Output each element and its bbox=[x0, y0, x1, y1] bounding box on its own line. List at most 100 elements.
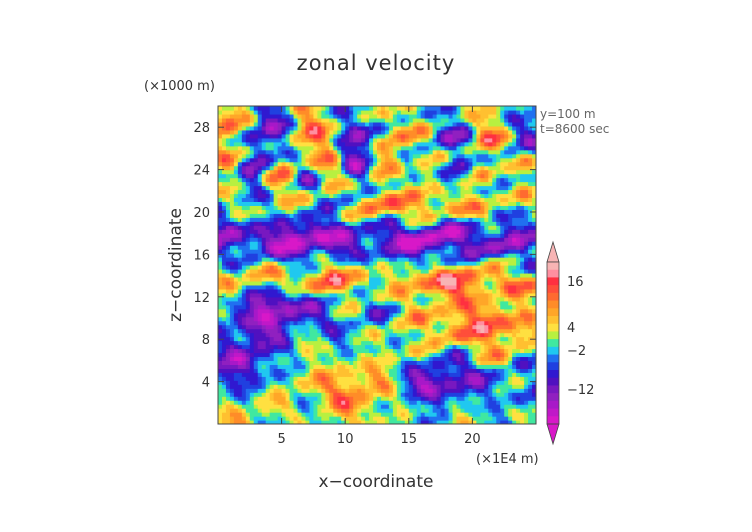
heatmap-cell bbox=[448, 296, 454, 302]
heatmap-cell bbox=[484, 237, 489, 242]
heatmap-cell bbox=[269, 229, 275, 234]
heatmap-cell bbox=[480, 352, 485, 358]
heatmap-cell bbox=[285, 360, 291, 365]
heatmap-cell bbox=[388, 221, 394, 226]
heatmap-cell bbox=[313, 225, 318, 230]
heatmap-cell bbox=[225, 332, 231, 338]
heatmap-cell bbox=[257, 332, 263, 338]
heatmap-cell bbox=[245, 217, 251, 222]
heatmap-cell bbox=[301, 272, 307, 278]
heatmap-cell bbox=[492, 292, 497, 298]
heatmap-cell bbox=[257, 380, 263, 385]
heatmap-cell bbox=[253, 404, 259, 409]
heatmap-cell bbox=[305, 229, 311, 234]
heatmap-cell bbox=[253, 380, 259, 385]
heatmap-cell bbox=[464, 368, 470, 373]
heatmap-cell bbox=[512, 292, 517, 298]
heatmap-cell bbox=[293, 221, 299, 226]
heatmap-cell bbox=[440, 233, 446, 238]
heatmap-cell bbox=[424, 332, 430, 338]
heatmap-cell bbox=[504, 332, 509, 338]
heatmap-cell bbox=[412, 241, 418, 246]
heatmap-cell bbox=[396, 225, 402, 230]
heatmap-cell bbox=[488, 185, 493, 191]
heatmap-cell bbox=[532, 368, 536, 373]
heatmap-cell bbox=[500, 229, 505, 234]
heatmap-cell bbox=[396, 416, 402, 421]
heatmap-cell bbox=[428, 201, 434, 206]
heatmap-cell bbox=[345, 237, 350, 242]
heatmap-cell bbox=[241, 221, 247, 226]
heatmap-cell bbox=[412, 308, 418, 314]
heatmap-cell bbox=[365, 324, 370, 330]
heatmap-cell bbox=[436, 241, 442, 246]
heatmap-cell bbox=[480, 257, 485, 262]
heatmap-cell bbox=[408, 221, 414, 226]
heatmap-cell bbox=[436, 205, 442, 210]
heatmap-cell bbox=[476, 348, 481, 354]
heatmap-cell bbox=[468, 364, 473, 369]
heatmap-cell bbox=[277, 372, 283, 377]
heatmap-cell bbox=[293, 404, 299, 409]
heatmap-cell bbox=[341, 177, 346, 183]
heatmap-cell bbox=[221, 181, 227, 187]
heatmap-cell bbox=[333, 177, 338, 183]
heatmap-cell bbox=[341, 193, 346, 199]
heatmap-cell bbox=[301, 316, 307, 322]
heatmap-cell bbox=[301, 201, 307, 206]
heatmap-cell bbox=[528, 348, 533, 354]
heatmap-cell bbox=[241, 257, 247, 262]
heatmap-cell bbox=[337, 348, 342, 354]
heatmap-cell bbox=[388, 300, 394, 306]
heatmap-cell bbox=[345, 272, 350, 278]
heatmap-cell bbox=[369, 396, 374, 401]
heatmap-cell bbox=[380, 217, 386, 222]
heatmap-cell bbox=[412, 249, 418, 254]
heatmap-cell bbox=[476, 328, 481, 334]
heatmap-cell bbox=[289, 324, 295, 330]
heatmap-cell bbox=[444, 257, 450, 262]
heatmap-cell bbox=[357, 280, 362, 286]
heatmap-cell bbox=[512, 404, 517, 409]
heatmap-cell bbox=[480, 241, 485, 246]
heatmap-cell bbox=[249, 193, 255, 199]
heatmap-cell bbox=[480, 193, 485, 199]
heatmap-cell bbox=[468, 213, 473, 218]
heatmap-cell bbox=[377, 412, 382, 417]
heatmap-cell bbox=[225, 416, 231, 421]
heatmap-cell bbox=[289, 257, 295, 262]
heatmap-cell bbox=[416, 177, 422, 183]
heatmap-cell bbox=[293, 225, 299, 230]
heatmap-cell bbox=[460, 400, 466, 405]
heatmap-cell bbox=[225, 241, 231, 246]
heatmap-cell bbox=[480, 185, 485, 191]
heatmap-cell bbox=[317, 272, 322, 278]
heatmap-cell bbox=[460, 320, 466, 326]
heatmap-cell bbox=[229, 245, 235, 250]
heatmap-cell bbox=[329, 352, 334, 358]
heatmap-cell bbox=[476, 324, 481, 330]
heatmap-cell bbox=[524, 233, 529, 238]
heatmap-cell bbox=[508, 356, 513, 361]
heatmap-cell bbox=[249, 185, 255, 191]
heatmap-cell bbox=[317, 328, 322, 334]
heatmap-cell bbox=[333, 193, 338, 199]
heatmap-cell bbox=[484, 308, 489, 314]
heatmap-cell bbox=[452, 284, 458, 290]
heatmap-cell bbox=[440, 193, 446, 199]
heatmap-cell bbox=[281, 257, 287, 262]
heatmap-cell bbox=[329, 245, 334, 250]
heatmap-cell bbox=[221, 225, 227, 230]
heatmap-cell bbox=[468, 233, 473, 238]
heatmap-cell bbox=[468, 332, 473, 338]
heatmap-cell bbox=[361, 352, 366, 358]
heatmap-cell bbox=[218, 416, 223, 421]
heatmap-cell bbox=[412, 233, 418, 238]
heatmap-cell bbox=[472, 245, 477, 250]
heatmap-cell bbox=[269, 412, 275, 417]
heatmap-cell bbox=[337, 384, 342, 389]
heatmap-cell bbox=[225, 320, 231, 326]
heatmap-cell bbox=[404, 360, 410, 365]
heatmap-cell bbox=[404, 229, 410, 234]
heatmap-cell bbox=[301, 356, 307, 361]
